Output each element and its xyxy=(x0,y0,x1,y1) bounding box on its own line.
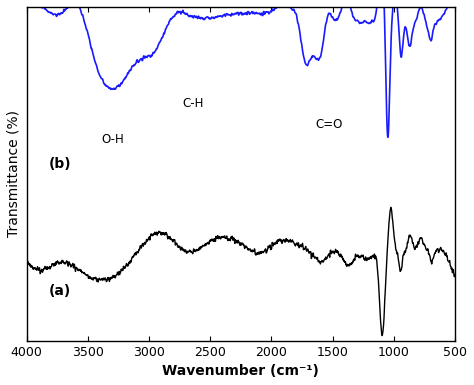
Text: O-H: O-H xyxy=(101,134,124,146)
Text: C-H: C-H xyxy=(182,97,203,110)
Text: (a): (a) xyxy=(48,284,71,298)
Text: (b): (b) xyxy=(48,157,71,171)
Text: C=O: C=O xyxy=(316,118,343,131)
X-axis label: Wavenumber (cm⁻¹): Wavenumber (cm⁻¹) xyxy=(162,364,319,378)
Y-axis label: Transmittance (%): Transmittance (%) xyxy=(7,110,21,237)
